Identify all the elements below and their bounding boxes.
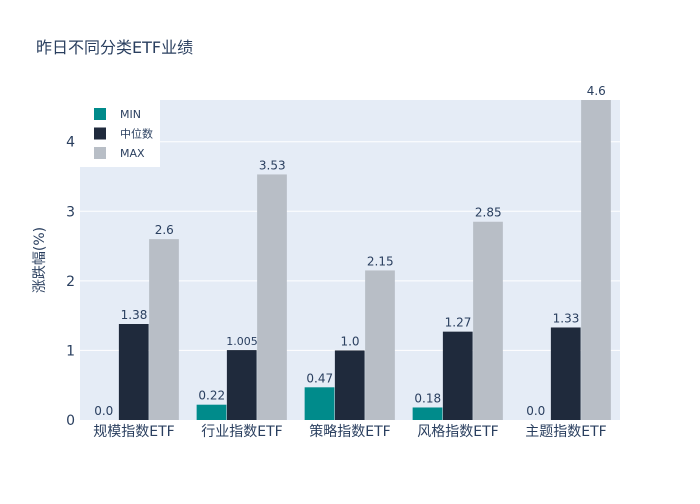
y-axis-label: 涨跌幅(%)	[32, 227, 48, 293]
x-tick-label: 规模指数ETF	[93, 424, 174, 440]
x-tick-label: 策略指数ETF	[309, 423, 390, 440]
data-label: 4.6	[587, 84, 606, 98]
data-label: 0.18	[414, 391, 441, 405]
legend-label: MAX	[120, 147, 145, 160]
data-label: 0.47	[306, 371, 333, 385]
y-tick-label: 2	[66, 274, 75, 290]
data-label: 2.6	[155, 223, 174, 237]
legend-swatch	[94, 108, 106, 120]
y-tick-label: 4	[66, 135, 75, 151]
bar	[257, 174, 287, 420]
x-tick-label: 主题指数ETF	[525, 424, 606, 440]
legend-swatch	[94, 147, 106, 159]
legend-label: 中位数	[120, 127, 153, 141]
x-tick-label: 风格指数ETF	[417, 424, 498, 440]
y-tick-label: 3	[66, 204, 75, 220]
x-tick-label: 行业指数ETF	[201, 424, 282, 440]
data-label: 1.005	[226, 335, 258, 348]
bar	[473, 221, 503, 420]
bar	[442, 331, 473, 420]
bar	[365, 270, 395, 420]
y-tick-label: 0	[66, 413, 75, 429]
data-label: 2.85	[475, 206, 502, 220]
data-label: 1.27	[445, 316, 472, 330]
legend-swatch	[94, 127, 106, 140]
bar	[581, 100, 611, 420]
bar	[118, 324, 149, 420]
bar	[226, 350, 257, 420]
bar	[550, 327, 581, 420]
bar	[304, 387, 335, 420]
legend-label: MIN	[120, 108, 141, 121]
data-label: 1.33	[553, 311, 580, 325]
bar	[334, 350, 365, 420]
data-label: 1.0	[340, 334, 359, 348]
data-label: 0.0	[94, 404, 113, 418]
data-label: 1.38	[121, 308, 148, 322]
data-label: 0.22	[198, 389, 225, 403]
data-label: 3.53	[259, 158, 286, 172]
data-label: 2.15	[367, 254, 394, 268]
bar	[412, 407, 443, 420]
y-tick-label: 1	[66, 343, 75, 359]
chart-title: 昨日不同分类ETF业绩	[36, 38, 194, 57]
bar	[196, 404, 227, 420]
legend-box	[80, 100, 160, 167]
data-label: 0.0	[526, 404, 545, 418]
bar	[149, 239, 179, 420]
